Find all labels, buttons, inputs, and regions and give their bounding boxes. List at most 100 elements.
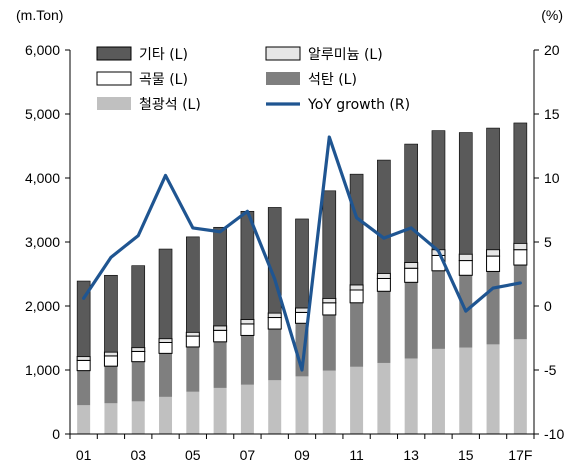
bar-coal-11 — [350, 302, 364, 367]
left-axis-unit: (m.Ton) — [16, 7, 63, 23]
bar-coal-02 — [104, 366, 118, 404]
bar-iron_ore-12 — [377, 362, 391, 434]
bar-coal-08 — [268, 329, 282, 381]
bar-coal-01 — [77, 370, 91, 406]
x-tick-label: 07 — [240, 447, 256, 463]
right-tick-label: 10 — [544, 170, 560, 186]
bar-iron_ore-15 — [459, 347, 473, 434]
bar-aluminum-11 — [349, 284, 364, 291]
right-tick-label: 5 — [544, 234, 552, 250]
bar-grain-13 — [404, 267, 419, 283]
bar-grain-08 — [267, 317, 282, 330]
axes: 01,0002,0003,0004,0005,0006,000-10-50510… — [25, 42, 564, 463]
right-axis-unit: (%) — [541, 7, 563, 23]
bar-aluminum-16 — [486, 249, 501, 257]
legend-swatch-iron_ore — [97, 97, 131, 110]
bar-iron_ore-09 — [295, 376, 309, 434]
bar-iron_ore-16 — [486, 344, 500, 434]
bar-aluminum-13 — [404, 261, 419, 269]
left-tick-label: 3,000 — [25, 234, 60, 250]
bar-aluminum-15 — [458, 253, 473, 262]
bar-aluminum-01 — [76, 356, 91, 361]
bar-iron_ore-10 — [322, 370, 336, 434]
bar-iron_ore-07 — [240, 384, 254, 434]
x-tick-label: 05 — [185, 447, 201, 463]
bar-other-11 — [349, 173, 364, 286]
bar-other-06 — [213, 226, 227, 327]
bar-iron_ore-06 — [213, 387, 227, 434]
left-tick-label: 1,000 — [25, 362, 60, 378]
bar-other-12 — [377, 159, 391, 274]
bar-other-03 — [131, 265, 146, 348]
bar-other-16 — [486, 127, 500, 250]
bar-aluminum-06 — [213, 325, 228, 331]
bar-other-02 — [104, 274, 118, 353]
bar-coal-06 — [213, 341, 227, 388]
legend-label-coal: 석탄 (L) — [308, 72, 357, 88]
legend-label-aluminum: 알루미늄 (L) — [308, 47, 383, 63]
x-tick-label: 15 — [458, 447, 474, 463]
legend-swatch-grain — [96, 71, 132, 86]
bar-coal-17F — [513, 265, 527, 340]
bar-grain-10 — [322, 302, 337, 316]
bar-stacks — [76, 122, 528, 434]
legend-label-other: 기타 (L) — [139, 47, 188, 63]
right-tick-label: 15 — [544, 106, 560, 122]
x-tick-label: 13 — [403, 447, 419, 463]
right-tick-label: 20 — [544, 42, 560, 58]
legend-label-grain: 곡물 (L) — [139, 72, 188, 88]
x-tick-label: 17F — [508, 447, 532, 463]
legend-label-iron_ore: 철광석 (L) — [139, 97, 201, 113]
bar-other-14 — [431, 130, 446, 250]
bar-grain-12 — [376, 277, 391, 292]
bar-iron_ore-11 — [350, 366, 364, 434]
bar-aluminum-10 — [322, 297, 337, 304]
legend-swatch-coal — [266, 72, 300, 85]
bar-iron_ore-03 — [131, 401, 145, 434]
x-tick-label: 09 — [294, 447, 310, 463]
bar-coal-07 — [240, 335, 254, 385]
bar-grain-16 — [486, 255, 501, 272]
bar-coal-14 — [431, 270, 445, 349]
bar-iron_ore-08 — [268, 380, 282, 434]
bar-grain-06 — [213, 329, 228, 343]
bar-grain-07 — [240, 323, 255, 336]
bar-aluminum-02 — [103, 351, 118, 357]
yoy-line-group — [82, 135, 522, 372]
bar-other-07 — [240, 210, 255, 320]
right-tick-label: 0 — [544, 298, 552, 314]
bar-aluminum-09 — [295, 307, 309, 313]
right-tick-label: -10 — [544, 426, 564, 442]
bar-iron_ore-13 — [404, 358, 418, 434]
bar-iron_ore-04 — [159, 396, 173, 434]
bar-aluminum-04 — [158, 338, 173, 343]
bar-grain-15 — [458, 260, 473, 276]
legend: 기타 (L) 알루미늄 (L) 곡물 (L) 석탄 (L) 철광석 (L) YoY gro… — [96, 46, 410, 113]
x-tick-label: 01 — [76, 447, 92, 463]
bar-iron_ore-02 — [104, 403, 118, 434]
bar-other-17F — [513, 122, 528, 244]
bar-other-01 — [76, 280, 91, 357]
bar-grain-04 — [158, 341, 173, 354]
bar-other-13 — [404, 143, 418, 263]
bar-iron_ore-05 — [186, 391, 200, 434]
bar-aluminum-12 — [376, 272, 391, 279]
bar-other-15 — [458, 132, 473, 255]
bar-iron_ore-01 — [77, 405, 91, 434]
bar-other-10 — [322, 190, 337, 299]
left-tick-label: 6,000 — [25, 42, 60, 58]
bar-aluminum-17F — [513, 242, 528, 251]
bar-coal-16 — [486, 271, 500, 345]
left-tick-label: 2,000 — [25, 298, 60, 314]
bar-coal-05 — [186, 346, 200, 392]
bar-grain-11 — [349, 289, 364, 304]
bar-coal-13 — [404, 282, 418, 359]
bar-coal-04 — [159, 353, 173, 397]
legend-swatch-other — [96, 46, 132, 61]
bar-grain-02 — [103, 355, 118, 367]
x-tick-label: 03 — [130, 447, 146, 463]
left-tick-label: 4,000 — [25, 170, 60, 186]
bar-other-04 — [158, 248, 173, 339]
bar-aluminum-08 — [267, 312, 282, 319]
